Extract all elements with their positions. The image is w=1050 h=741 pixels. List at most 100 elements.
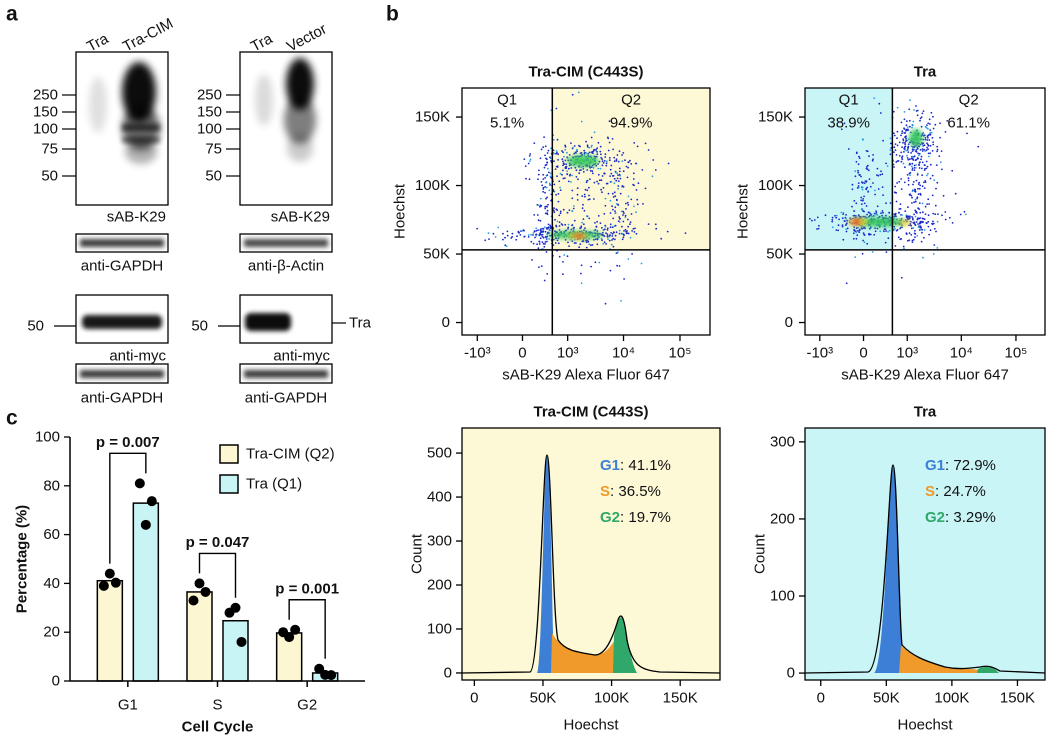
- phase-name: G2: [600, 509, 620, 526]
- event-dot: [572, 207, 575, 210]
- event-dot: [623, 278, 625, 280]
- event-dot: [565, 165, 568, 168]
- event-dot: [608, 141, 611, 144]
- event-dot: [907, 158, 910, 161]
- event-dot: [610, 172, 613, 175]
- event-dot: [901, 156, 903, 159]
- event-dot: [633, 205, 635, 208]
- event-dot: [599, 222, 602, 225]
- y-axis-title: Hoechst: [735, 183, 752, 239]
- event-dot: [684, 232, 687, 235]
- y-tick-label: 60: [43, 526, 60, 543]
- event-dot: [618, 173, 621, 176]
- event-dot: [936, 181, 939, 184]
- event-dot: [862, 239, 864, 242]
- event-dot: [919, 211, 922, 214]
- event-dot: [917, 207, 919, 210]
- event-dot: [885, 251, 888, 254]
- event-dot: [544, 145, 547, 148]
- event-dot: [852, 237, 855, 240]
- event-dot: [911, 239, 914, 242]
- event-dot: [574, 166, 577, 169]
- event-dot: [927, 127, 929, 130]
- event-dot: [916, 147, 919, 150]
- event-dot: [553, 207, 555, 210]
- event-dot: [598, 179, 601, 182]
- event-dot: [926, 139, 929, 141]
- event-dot: [857, 169, 859, 172]
- event-dot: [616, 154, 619, 156]
- event-dot: [622, 214, 624, 216]
- loading-label: anti-GAPDH: [81, 258, 164, 275]
- event-dot: [633, 231, 636, 233]
- event-dot: [548, 189, 551, 192]
- event-dot: [904, 141, 906, 144]
- event-dot: [913, 232, 916, 235]
- event-dot: [572, 227, 575, 230]
- x-tick-label: -10³: [464, 345, 491, 362]
- event-dot: [919, 161, 921, 164]
- event-dot: [600, 156, 603, 159]
- mw-marker: 50: [27, 318, 44, 335]
- event-dot: [605, 182, 608, 185]
- event-dot: [538, 266, 540, 268]
- event-dot: [893, 215, 895, 218]
- event-dot: [864, 227, 866, 230]
- mw-marker: 75: [205, 141, 222, 158]
- event-dot: [845, 282, 848, 285]
- event-dot: [597, 173, 600, 176]
- event-dot: [853, 200, 856, 202]
- event-dot: [544, 206, 546, 208]
- event-dot: [931, 150, 934, 152]
- outline: [804, 464, 1046, 674]
- event-dot: [869, 233, 872, 236]
- event-dot: [561, 150, 563, 152]
- event-dot: [843, 220, 846, 222]
- y-tick-label: 400: [427, 489, 452, 506]
- event-dot: [630, 198, 633, 201]
- event-dot: [907, 129, 910, 131]
- event-dot: [913, 201, 915, 204]
- p-value: p = 0.047: [186, 534, 250, 551]
- event-dot: [614, 171, 617, 174]
- event-dot: [840, 211, 843, 214]
- event-dot: [874, 230, 877, 233]
- event-dot: [853, 228, 856, 231]
- event-dot: [870, 213, 873, 216]
- event-dot: [631, 253, 633, 255]
- event-dot: [927, 122, 930, 125]
- significance-bracket: [288, 599, 326, 659]
- event-dot: [840, 128, 843, 131]
- event-dot: [536, 214, 539, 216]
- event-dot: [905, 124, 908, 127]
- event-dot: [909, 99, 911, 102]
- event-dot: [506, 230, 509, 233]
- event-dot: [921, 202, 924, 205]
- event-dot: [577, 178, 579, 181]
- event-dot: [921, 174, 923, 177]
- mw-marker: 100: [33, 121, 58, 138]
- event-dot: [539, 219, 542, 222]
- event-dot: [931, 174, 934, 177]
- event-dot: [837, 229, 839, 232]
- event-dot: [549, 184, 551, 186]
- x-tick-label: 10⁴: [950, 345, 973, 362]
- event-dot: [573, 145, 576, 147]
- chart-title: Tra: [914, 64, 937, 81]
- x-tick-label: 0: [859, 345, 867, 362]
- s-area: [899, 645, 978, 673]
- event-dot: [617, 185, 620, 187]
- event-dot: [896, 228, 899, 231]
- y-tick-label: 0: [787, 665, 795, 682]
- event-dot: [885, 230, 887, 232]
- event-dot: [556, 151, 558, 154]
- event-dot: [879, 112, 882, 114]
- event-dot: [912, 227, 915, 229]
- event-dot: [857, 182, 860, 185]
- event-dot: [854, 175, 857, 178]
- event-dot: [911, 167, 914, 170]
- event-dot: [604, 225, 607, 228]
- event-dot: [907, 183, 910, 186]
- event-dot: [617, 187, 619, 190]
- event-dot: [929, 229, 932, 232]
